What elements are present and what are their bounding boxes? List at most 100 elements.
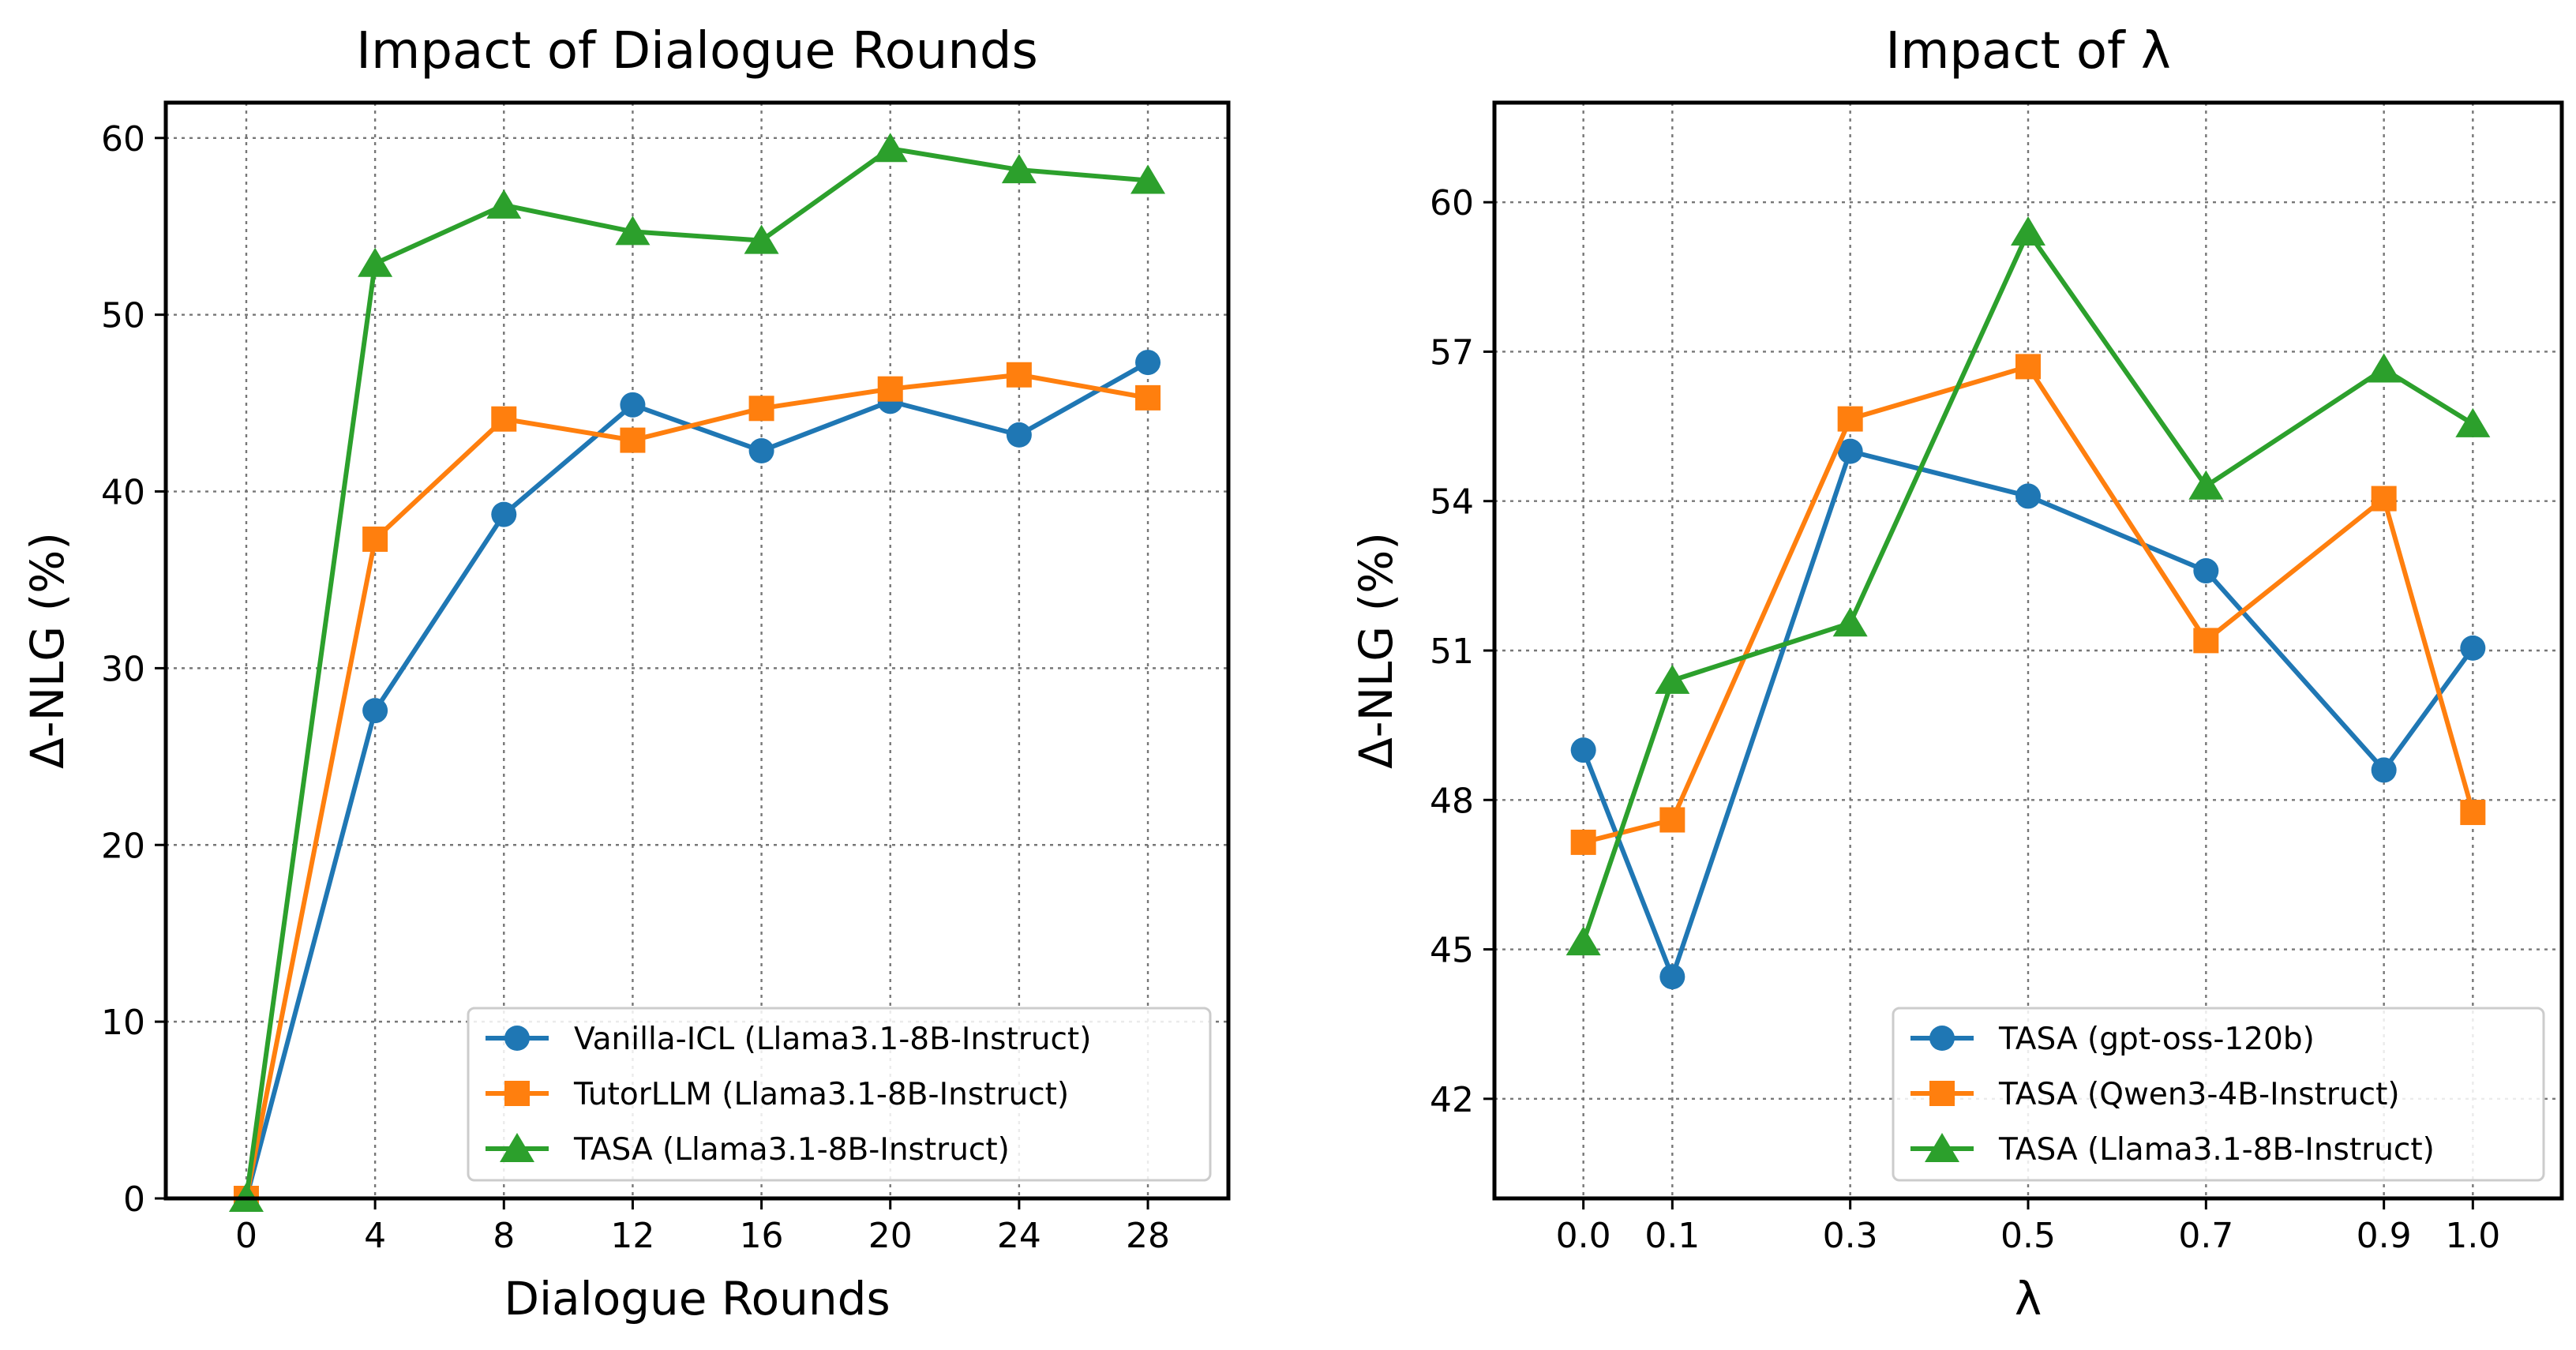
data-point bbox=[1006, 422, 1032, 448]
x-axis-label: Dialogue Rounds bbox=[504, 1272, 890, 1326]
x-tick-label: 0.3 bbox=[1823, 1216, 1878, 1256]
y-tick-label: 60 bbox=[101, 119, 145, 159]
data-point bbox=[486, 189, 522, 219]
y-tick-label: 40 bbox=[101, 473, 145, 513]
x-tick-label: 0 bbox=[235, 1216, 257, 1256]
y-axis-label: Δ-NLG (%) bbox=[1349, 532, 1403, 769]
data-point bbox=[2015, 483, 2041, 509]
data-point bbox=[1006, 362, 1032, 388]
x-tick-label: 0.0 bbox=[1556, 1216, 1611, 1256]
data-point bbox=[1659, 807, 1685, 833]
legend-marker bbox=[504, 1026, 530, 1051]
legend-marker bbox=[504, 1081, 530, 1106]
data-point bbox=[2188, 470, 2224, 500]
data-point bbox=[2460, 800, 2486, 826]
legend-marker bbox=[1929, 1081, 1955, 1106]
y-tick-label: 48 bbox=[1430, 781, 1474, 821]
x-tick-label: 20 bbox=[868, 1216, 913, 1256]
x-tick-label: 16 bbox=[740, 1216, 784, 1256]
data-point bbox=[2193, 628, 2219, 654]
data-point bbox=[744, 224, 779, 254]
data-point bbox=[2371, 757, 2397, 783]
legend-label: TutorLLM (Llama3.1-8B-Instruct) bbox=[573, 1077, 1069, 1112]
y-tick-label: 51 bbox=[1430, 632, 1474, 672]
data-point bbox=[2371, 486, 2397, 512]
series-2 bbox=[1565, 216, 2491, 956]
legend-label: TASA (Llama3.1-8B-Instruct) bbox=[1998, 1132, 2435, 1168]
data-point bbox=[872, 133, 908, 163]
data-point bbox=[748, 396, 774, 422]
y-tick-label: 30 bbox=[101, 649, 145, 689]
y-tick-label: 10 bbox=[101, 1003, 145, 1043]
data-point bbox=[620, 392, 646, 418]
data-point bbox=[1837, 438, 1863, 464]
data-point bbox=[2193, 558, 2219, 584]
data-point bbox=[620, 427, 646, 453]
x-tick-label: 0.9 bbox=[2357, 1216, 2412, 1256]
data-point bbox=[2455, 407, 2491, 437]
chart-title: Impact of Dialogue Rounds bbox=[356, 22, 1038, 81]
x-tick-label: 0.7 bbox=[2178, 1216, 2233, 1256]
series-line bbox=[243, 146, 1149, 1199]
legend-marker bbox=[1929, 1026, 1955, 1051]
chart-title: Impact of λ bbox=[1885, 22, 2171, 81]
data-point bbox=[2366, 353, 2402, 383]
x-tick-label: 24 bbox=[997, 1216, 1041, 1256]
data-point bbox=[2460, 635, 2486, 661]
data-point bbox=[877, 376, 903, 402]
data-point bbox=[1001, 154, 1037, 184]
y-tick-label: 57 bbox=[1430, 332, 1474, 373]
data-point bbox=[362, 698, 388, 724]
legend-marker bbox=[1925, 1133, 1959, 1162]
data-point bbox=[1135, 350, 1161, 376]
legend-box bbox=[1892, 1007, 2545, 1182]
y-tick-label: 60 bbox=[1430, 183, 1474, 223]
data-point bbox=[2011, 216, 2045, 246]
y-tick-label: 20 bbox=[101, 826, 145, 866]
x-tick-label: 12 bbox=[610, 1216, 654, 1256]
data-point bbox=[1832, 607, 1868, 637]
data-point bbox=[1570, 737, 1596, 763]
legend-label: TASA (Qwen3-4B-Instruct) bbox=[1998, 1077, 2400, 1112]
data-point bbox=[1565, 926, 1601, 956]
data-point bbox=[615, 216, 651, 246]
data-point bbox=[1131, 164, 1166, 194]
data-point bbox=[1570, 829, 1596, 855]
legend-label: TASA (gpt-oss-120b) bbox=[1998, 1022, 2315, 1057]
x-tick-label: 8 bbox=[493, 1216, 515, 1256]
plot-frame bbox=[163, 100, 1231, 1201]
data-point bbox=[1659, 964, 1685, 990]
data-point bbox=[748, 438, 774, 464]
data-point bbox=[491, 501, 517, 527]
y-tick-label: 54 bbox=[1430, 482, 1474, 523]
legend-marker bbox=[500, 1133, 534, 1162]
data-point bbox=[2015, 354, 2041, 380]
y-tick-label: 45 bbox=[1430, 931, 1474, 971]
plot-frame bbox=[1492, 100, 2564, 1201]
x-tick-label: 28 bbox=[1126, 1216, 1170, 1256]
legend-label: Vanilla-ICL (Llama3.1-8B-Instruct) bbox=[574, 1022, 1091, 1057]
legend-box bbox=[467, 1007, 1212, 1182]
series-line bbox=[244, 360, 1149, 1199]
series-line bbox=[1582, 364, 2476, 845]
x-tick-label: 0.1 bbox=[1644, 1216, 1700, 1256]
y-tick-label: 50 bbox=[101, 296, 145, 336]
y-tick-label: 42 bbox=[1430, 1080, 1474, 1120]
x-tick-label: 1.0 bbox=[2445, 1216, 2500, 1256]
y-tick-label: 0 bbox=[123, 1179, 145, 1220]
series-1 bbox=[1570, 354, 2486, 855]
data-point bbox=[1655, 664, 1690, 694]
series-0 bbox=[1570, 438, 2486, 990]
x-tick-label: 4 bbox=[364, 1216, 386, 1256]
x-tick-label: 0.5 bbox=[2000, 1216, 2056, 1256]
data-point bbox=[358, 247, 393, 277]
series-2 bbox=[228, 133, 1166, 1212]
data-point bbox=[491, 406, 517, 432]
y-axis-label: Δ-NLG (%) bbox=[21, 532, 74, 769]
series-line bbox=[244, 372, 1149, 1199]
legend: TASA (gpt-oss-120b) TASA (Qwen3-4B-Instru… bbox=[1892, 1007, 2545, 1182]
legend: Vanilla-ICL (Llama3.1-8B-Instruct) TutorL… bbox=[467, 1007, 1212, 1182]
chart-dialogue-rounds: 0 4 8 12 16 20 24 28 0 10 20 30 40 50 60 Impact of Dial… bbox=[21, 22, 1231, 1326]
data-point bbox=[1837, 406, 1863, 432]
